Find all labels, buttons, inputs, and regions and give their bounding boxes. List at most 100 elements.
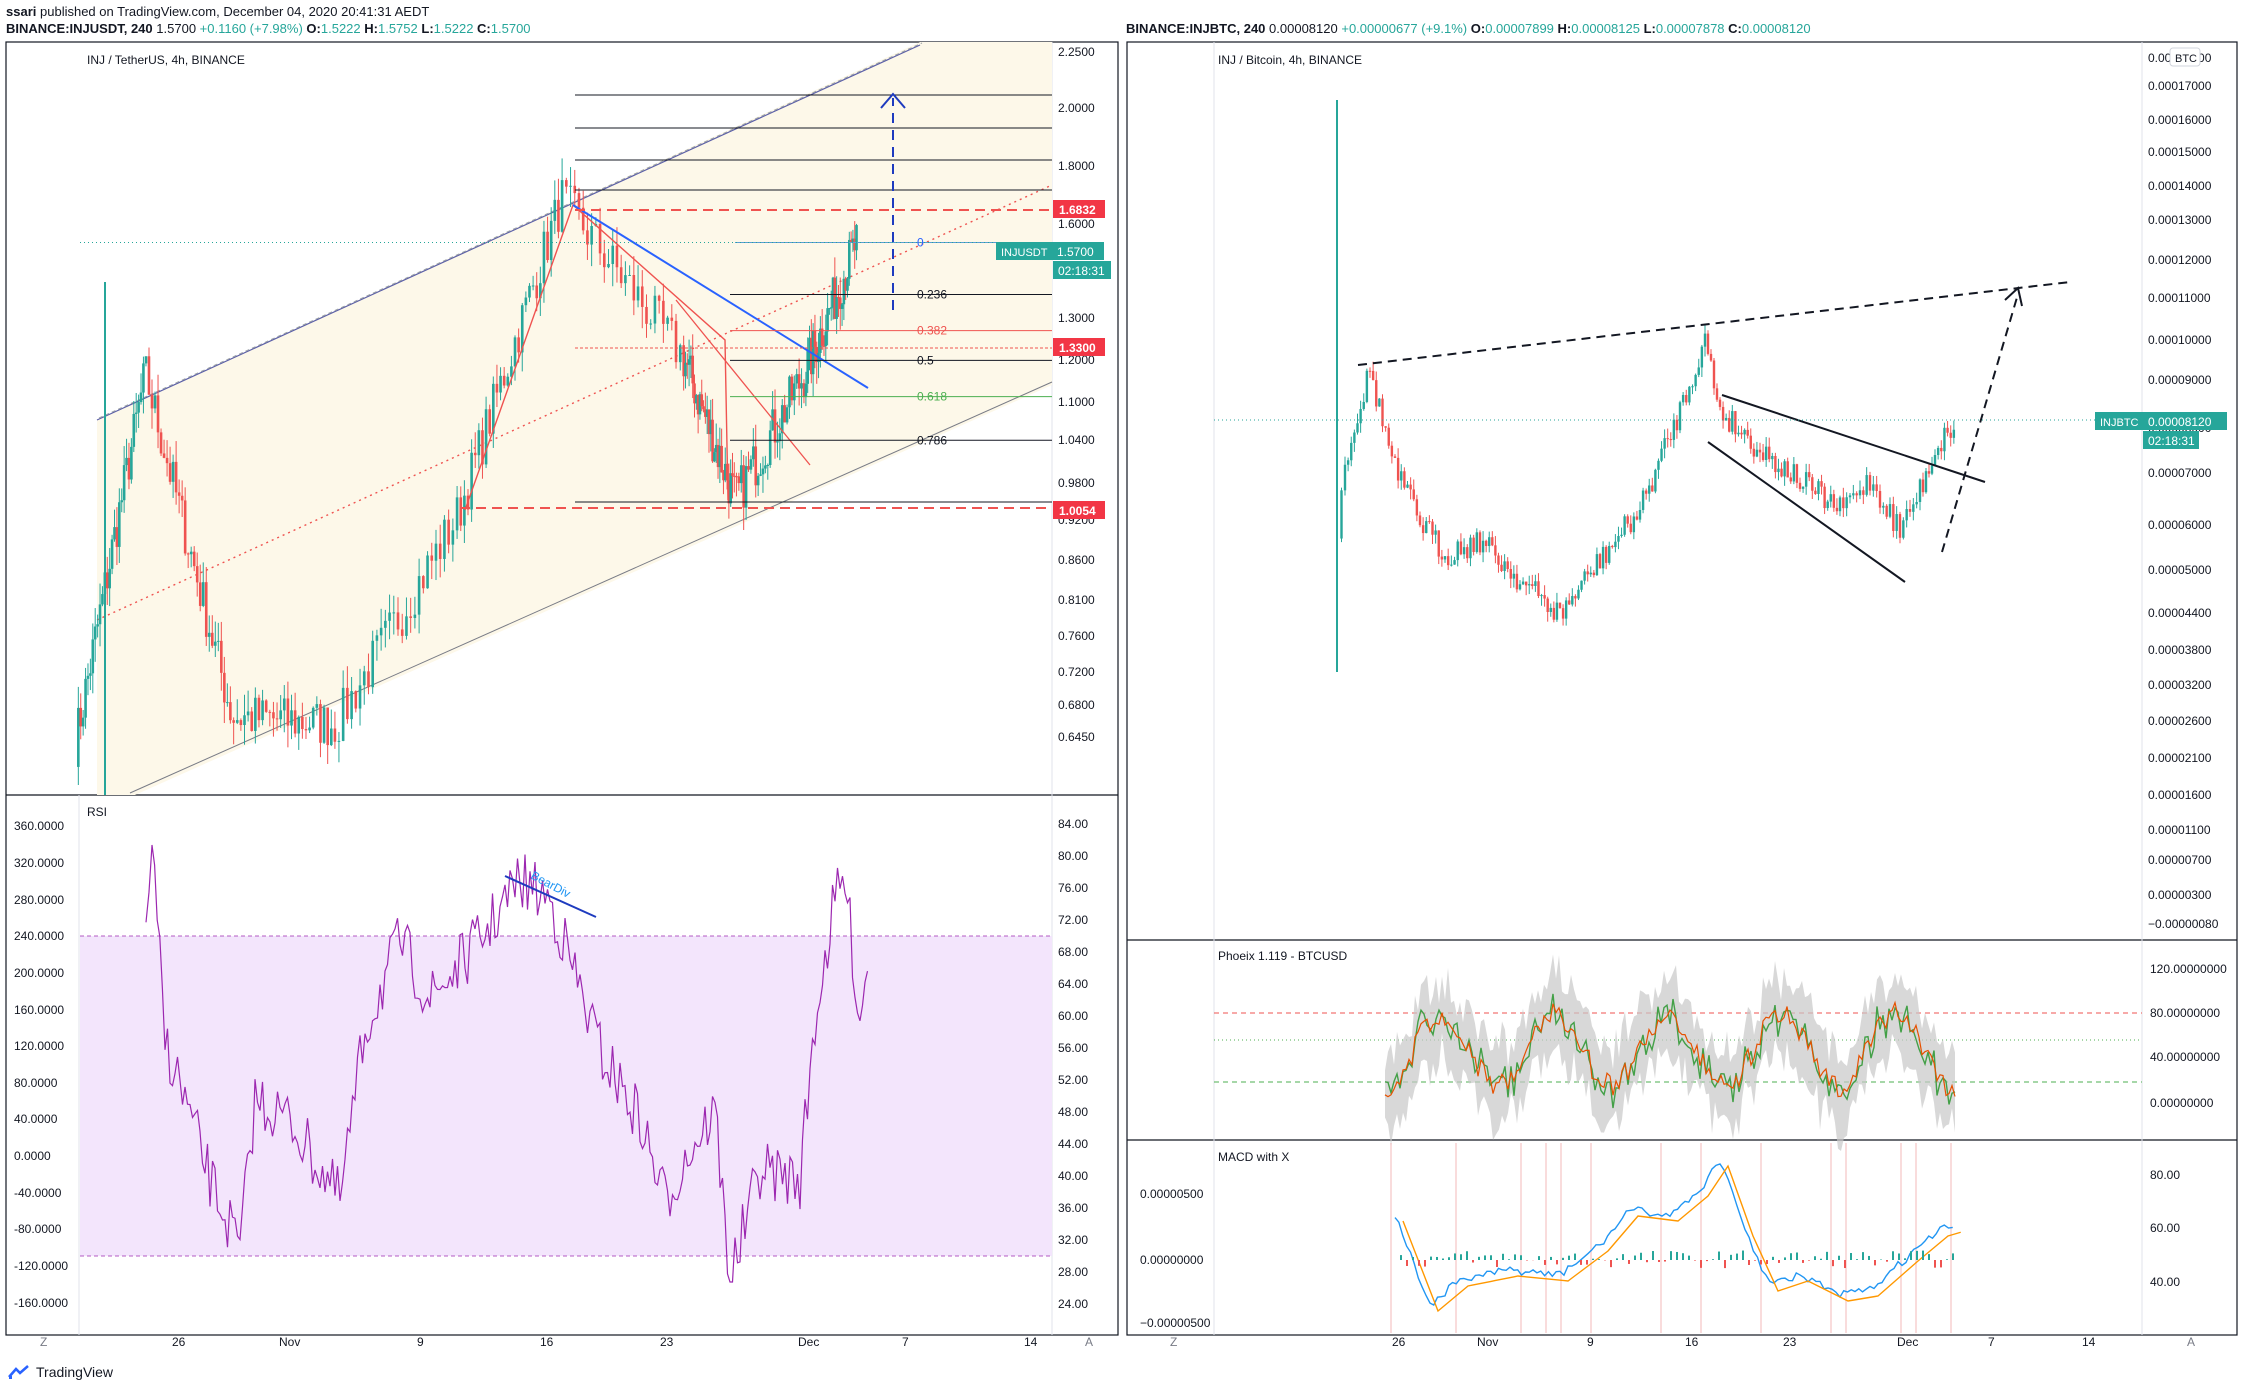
btc-x-tick: 16 (1685, 1335, 1699, 1349)
macd-histogram-bar (1718, 1251, 1720, 1260)
phoeix-y-tick: 40.00000000 (2150, 1050, 2220, 1064)
macd-signal-bar (1560, 1143, 1562, 1333)
btc-y-tick: 0.00011000 (2148, 291, 2211, 305)
btc-candle-body (1862, 490, 1865, 495)
btc-candle-body (1343, 464, 1347, 491)
btc-y-tick: 0.00003800 (2148, 643, 2212, 657)
usdt-price-label-symbol: INJUSDT (1001, 247, 1048, 259)
usdt-candle-body (628, 275, 631, 277)
usdt-candle-body (159, 432, 163, 454)
usdt-candle-body (153, 395, 157, 409)
btc-candle-body (1872, 484, 1875, 491)
btc-candle-body (1657, 460, 1660, 470)
btc-y-tick: 0.00001600 (2148, 788, 2212, 802)
btc-candle-body (1718, 399, 1722, 407)
btc-candle-body (1450, 564, 1453, 566)
usdt-candle-body (636, 286, 640, 301)
usdt-candle-body (802, 383, 806, 398)
usdt-candle-body (430, 555, 434, 561)
usdt-candle-body (553, 199, 557, 221)
macd-histogram-bar (1622, 1254, 1624, 1260)
usdt-candle-body (785, 407, 789, 423)
btc-y-tick: 0.00014000 (2148, 179, 2212, 193)
btc-candle-body (1902, 520, 1905, 538)
macd-histogram-bar (1430, 1256, 1432, 1260)
btc-x-tick: 26 (1392, 1335, 1406, 1349)
btc-candle-body (1472, 537, 1475, 552)
btc-currency: BTC (2175, 53, 2197, 65)
btc-candle-body (1431, 521, 1434, 535)
btc-candle-body (1943, 427, 1946, 452)
btc-candle-body (1546, 598, 1549, 612)
macd-histogram-bar (1556, 1260, 1558, 1265)
channel-upper-ray (98, 42, 923, 419)
usdt-candle-body (535, 285, 539, 299)
btc-candle-body (1832, 494, 1836, 508)
btc-candle-body (1521, 581, 1525, 585)
btc-candle-body (1475, 532, 1479, 552)
usdt-candle-body (732, 475, 736, 477)
phoeix-orange-line (1384, 1000, 1956, 1098)
rsi-y-tick-right: 72.00 (1058, 913, 1088, 927)
usdt-candle-body (304, 729, 308, 731)
usdt-y-tick: 0.6450 (1058, 730, 1095, 744)
macd-histogram-bar (1700, 1260, 1702, 1268)
usdt-candle-body (820, 328, 824, 346)
macd-histogram-bar (1826, 1251, 1828, 1260)
btc-countdown-bg (2143, 431, 2199, 449)
macd-histogram-bar (1850, 1252, 1852, 1260)
btc-candle-body (1421, 525, 1425, 534)
macd-histogram-bar (1652, 1251, 1654, 1260)
btc-candle-body (1882, 505, 1885, 508)
usdt-candle-body (207, 632, 211, 637)
left-auto-label: A (1085, 1335, 1093, 1349)
btc-projection-arrowhead (2004, 286, 2023, 307)
btc-candle-body (1500, 564, 1503, 572)
usdt-candle-body (813, 331, 817, 347)
usdt-candle-body (739, 465, 743, 484)
btc-y-tick: 0.00004400 (2148, 606, 2212, 620)
macd-histogram-bar (1520, 1255, 1522, 1260)
usdt-candle-body (192, 551, 196, 567)
rsi-y-tick-right: 68.00 (1058, 945, 1088, 959)
usdt-candle-body (210, 632, 214, 646)
tradingview-footer[interactable]: TradingView (8, 1364, 113, 1380)
btc-y-tick: 0.00009000 (2148, 373, 2212, 387)
target-arrow-head (880, 92, 906, 109)
macd-histogram-bar (1712, 1259, 1714, 1260)
publish-header: ssari published on TradingView.com, Dece… (6, 4, 429, 19)
usdt-y-tick: 1.1000 (1058, 395, 1095, 409)
usdt-candle-body (268, 711, 272, 713)
usdt-x-tick: 9 (417, 1335, 424, 1349)
macd-histogram-bar (1922, 1250, 1924, 1260)
btc-candle-body (1515, 573, 1519, 590)
btc-candle-body (1381, 398, 1384, 427)
usdt-candle-body (735, 476, 738, 478)
usdt-candle-body (409, 616, 412, 618)
btc-candle-body (1611, 545, 1614, 548)
channel-lower-line (129, 381, 1053, 794)
usdt-candle-body (531, 285, 535, 287)
usdt-candle-body (127, 457, 131, 480)
macd-signal-bar (1830, 1143, 1832, 1333)
rsi-title: RSI (87, 805, 107, 819)
btc-candle-body (1601, 546, 1605, 569)
macd-histogram-bar (1664, 1260, 1666, 1262)
usdt-candle-body (788, 376, 791, 408)
usdt-candle-body (778, 433, 782, 442)
usdt-candle-body (577, 193, 581, 208)
usdt-candle-body (539, 283, 542, 299)
usdt-candle-body (549, 220, 553, 261)
usdt-candle-body (367, 671, 370, 688)
btc-candle-body (1700, 346, 1704, 368)
usdt-candle-body (229, 702, 232, 721)
usdt-candle-body (89, 673, 92, 676)
usdt-candle-body (96, 624, 99, 627)
usdt-candle-body (524, 297, 528, 306)
usdt-x-tick: 16 (540, 1335, 554, 1349)
macd-y-tick-left: 0.00000500 (1140, 1187, 1204, 1201)
btc-candle-body (1440, 556, 1444, 560)
macd-histogram-bar (1904, 1258, 1906, 1260)
usdt-candle-body (180, 495, 184, 501)
